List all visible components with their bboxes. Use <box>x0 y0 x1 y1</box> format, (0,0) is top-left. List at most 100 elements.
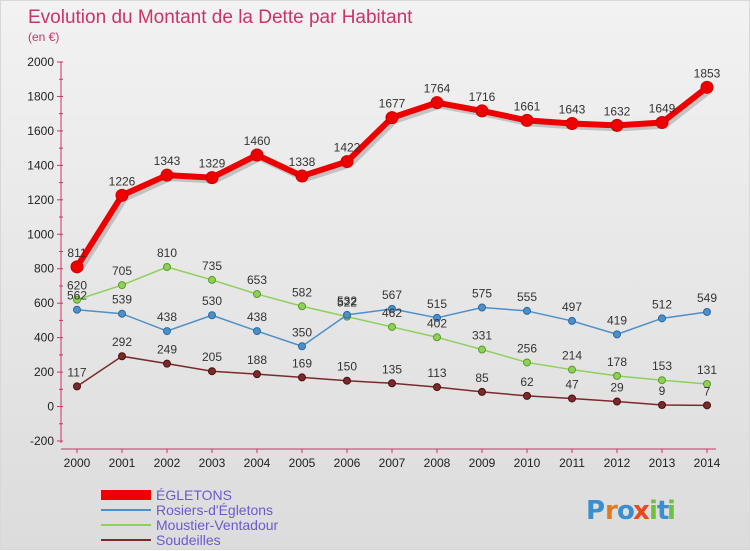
data-label: 653 <box>247 273 267 287</box>
data-point <box>388 379 396 388</box>
data-point <box>388 322 396 331</box>
data-label: 350 <box>292 325 312 339</box>
data-label: 575 <box>472 286 492 300</box>
legend-label: ÉGLETONS <box>156 487 232 503</box>
x-tick-label: 2011 <box>559 456 585 470</box>
data-point <box>385 111 399 125</box>
data-point <box>343 310 351 319</box>
data-point <box>433 333 441 342</box>
logo-letter: o <box>617 496 635 526</box>
x-tick-label: 2014 <box>694 456 721 470</box>
data-label: 1226 <box>109 174 136 188</box>
data-label: 810 <box>157 246 177 260</box>
logo-letter: P <box>586 496 605 526</box>
x-tick-label: 2005 <box>289 456 316 470</box>
data-point <box>208 311 216 320</box>
data-point <box>298 373 306 382</box>
y-tick-label: 800 <box>34 262 54 276</box>
logo-letter: r <box>605 496 618 526</box>
legend-label: Moustier-Ventadour <box>156 517 279 533</box>
data-label: 135 <box>382 362 402 376</box>
data-label: 1764 <box>424 82 451 96</box>
y-tick-label: 0 <box>47 400 54 414</box>
data-point <box>163 327 171 336</box>
data-point <box>703 307 711 316</box>
data-point <box>340 155 354 169</box>
data-label: 419 <box>607 313 627 327</box>
data-label: 150 <box>337 360 357 374</box>
data-label: 1632 <box>604 104 631 118</box>
data-point <box>118 281 126 290</box>
data-label: 1422 <box>334 141 361 155</box>
y-tick-label: 1000 <box>27 227 54 241</box>
y-tick-label: 1800 <box>27 89 54 103</box>
data-point <box>388 304 396 313</box>
data-point <box>478 345 486 354</box>
x-tick-label: 2012 <box>604 456 631 470</box>
data-label: 549 <box>697 291 717 305</box>
data-point <box>523 391 531 400</box>
data-label: 1649 <box>649 101 676 115</box>
x-tick-label: 2004 <box>244 456 271 470</box>
x-tick-label: 2006 <box>334 456 361 470</box>
data-label: 153 <box>652 359 672 373</box>
data-label: 705 <box>112 264 132 278</box>
y-tick-label: 2000 <box>27 55 54 69</box>
x-tick-label: 2010 <box>514 456 541 470</box>
data-label: 205 <box>202 350 222 364</box>
data-point <box>430 96 444 110</box>
data-label: 7 <box>704 384 711 398</box>
data-label: 256 <box>517 341 537 355</box>
data-label: 567 <box>382 288 402 302</box>
chart-subtitle: (en €) <box>28 30 59 44</box>
data-point <box>253 370 261 379</box>
data-label: 512 <box>652 297 672 311</box>
data-point <box>700 80 714 94</box>
data-label: 532 <box>337 294 357 308</box>
data-label: 113 <box>427 366 446 380</box>
data-label: 188 <box>247 353 267 367</box>
data-point <box>163 359 171 368</box>
data-point <box>163 263 171 272</box>
x-tick-label: 2002 <box>154 456 181 470</box>
x-tick-label: 2007 <box>379 456 406 470</box>
y-tick-label: 1400 <box>27 158 54 172</box>
data-labels: 811 1226 1343 1329 1460 1338 1422 1677 1764 1716 1… <box>67 66 721 398</box>
y-tick-label: 600 <box>34 296 54 310</box>
data-point <box>160 168 174 182</box>
series-layer <box>70 80 714 410</box>
logo-letter: x <box>633 496 650 526</box>
data-label: 1343 <box>154 154 181 168</box>
data-point <box>73 295 81 304</box>
data-label: 438 <box>247 310 267 324</box>
data-point <box>655 115 669 129</box>
data-label: 530 <box>202 294 222 308</box>
data-label: 562 <box>67 289 87 303</box>
data-label: 292 <box>112 335 132 349</box>
data-point <box>475 104 489 118</box>
x-tick-label: 2000 <box>64 456 91 470</box>
data-point <box>73 305 81 314</box>
data-label: 402 <box>427 316 447 330</box>
data-point <box>568 365 576 374</box>
data-label: 735 <box>202 259 222 273</box>
data-label: 620 <box>67 279 87 293</box>
x-tick-label: 2013 <box>649 456 676 470</box>
data-point <box>70 260 84 274</box>
axes: -200 0 200 400 600 800 1000 1200 1400 1600 1800 200… <box>27 55 720 470</box>
data-label: 539 <box>112 293 132 307</box>
data-point <box>208 275 216 284</box>
data-label: 331 <box>472 329 492 343</box>
data-label: 29 <box>610 381 624 395</box>
data-point <box>658 314 666 323</box>
data-label: 1460 <box>244 134 271 148</box>
x-tick-label: 2009 <box>469 456 496 470</box>
y-tick-label: 1600 <box>27 124 54 138</box>
data-point <box>118 309 126 318</box>
data-point <box>208 367 216 376</box>
data-label: 1643 <box>559 103 586 117</box>
data-label: 811 <box>67 246 86 260</box>
data-label: 515 <box>427 297 447 311</box>
